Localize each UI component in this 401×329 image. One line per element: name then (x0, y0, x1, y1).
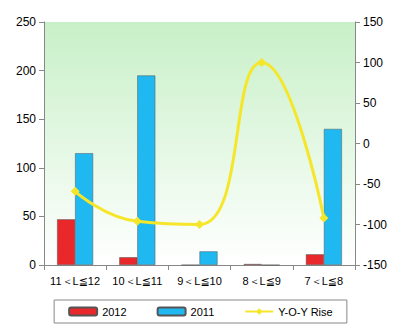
svg-text:50: 50 (363, 96, 377, 110)
svg-text:0: 0 (29, 258, 36, 272)
svg-text:100: 100 (363, 56, 383, 70)
svg-text:250: 250 (16, 15, 36, 29)
svg-text:150: 150 (16, 112, 36, 126)
svg-text:11＜L≦12: 11＜L≦12 (50, 275, 100, 287)
svg-text:150: 150 (363, 15, 383, 29)
svg-text:50: 50 (23, 209, 37, 223)
svg-text:2011: 2011 (191, 306, 215, 318)
svg-text:10＜L≦11: 10＜L≦11 (112, 275, 162, 287)
svg-text:-100: -100 (363, 218, 387, 232)
svg-text:2012: 2012 (102, 306, 126, 318)
svg-text:-150: -150 (363, 258, 387, 272)
svg-text:200: 200 (16, 64, 36, 78)
svg-text:8＜L≦9: 8＜L≦9 (242, 275, 281, 287)
svg-text:0: 0 (363, 137, 370, 151)
svg-text:Y-O-Y Rise: Y-O-Y Rise (278, 306, 332, 318)
svg-text:9＜L≦10: 9＜L≦10 (177, 275, 222, 287)
svg-text:100: 100 (16, 161, 36, 175)
svg-text:-50: -50 (363, 177, 381, 191)
svg-text:7＜L≦8: 7＜L≦8 (305, 275, 344, 287)
